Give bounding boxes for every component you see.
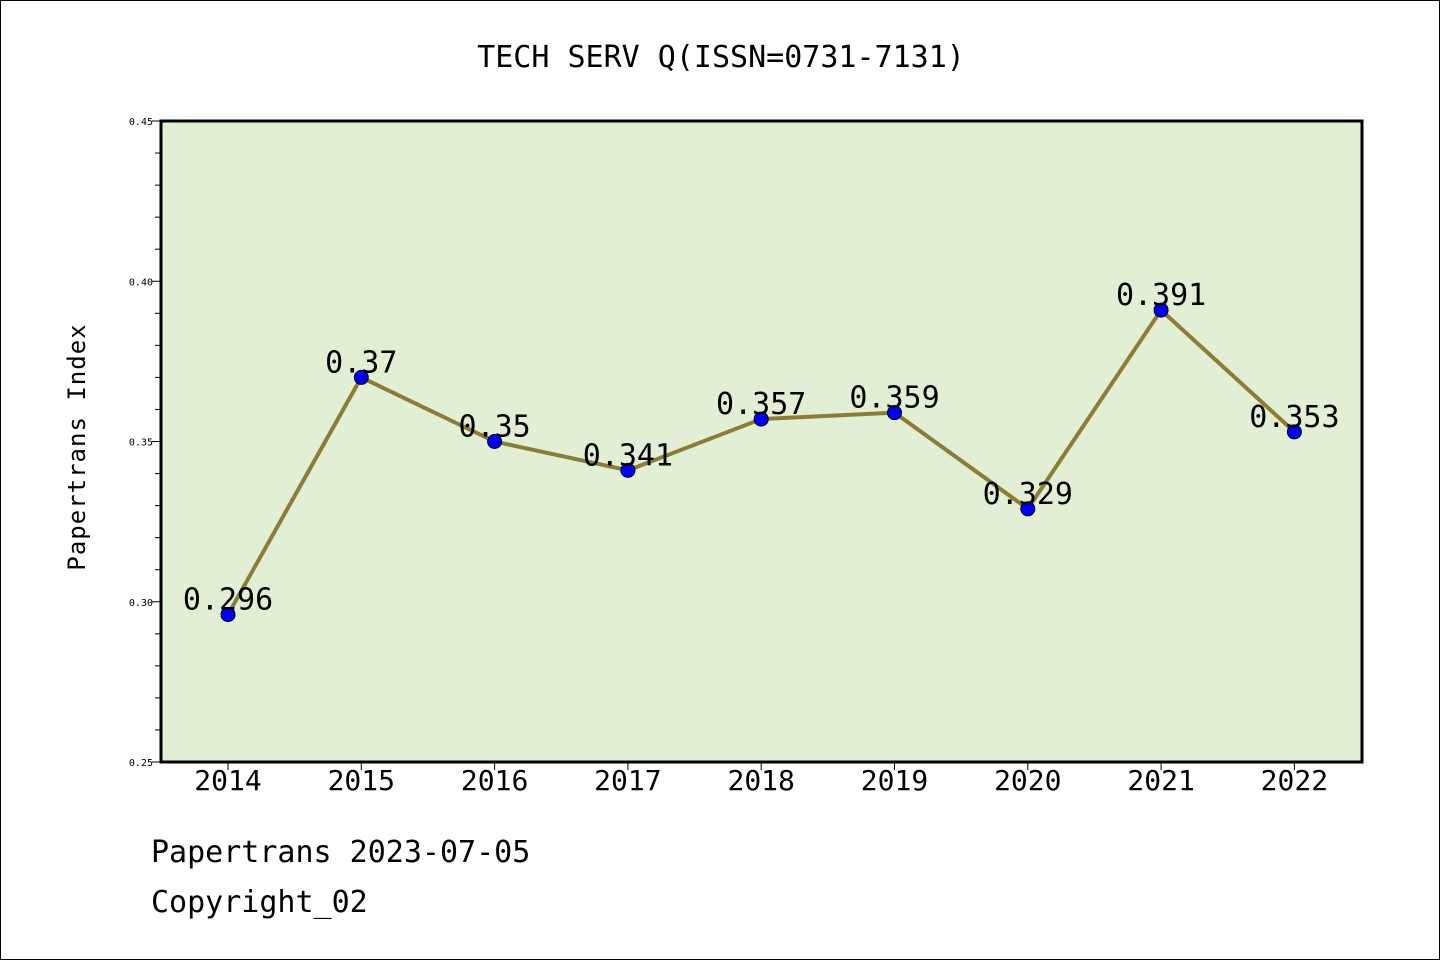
x-tick-label: 2015 xyxy=(328,764,395,797)
series-group: 0.296 0.37 0.35 0.341 0.357 0.359 0.329 0.391 0.… xyxy=(183,278,1340,623)
x-axis-ticks: 2014 2015 2016 2017 2018 2019 2020 2021 2022 xyxy=(194,762,1328,797)
y-tick-label: 0.35 xyxy=(129,438,153,449)
data-point xyxy=(887,405,902,421)
x-tick-label: 2014 xyxy=(194,764,261,797)
data-point xyxy=(753,411,769,427)
x-tick-label: 2018 xyxy=(727,764,794,797)
data-label: 0.353 xyxy=(1249,400,1339,435)
data-label: 0.341 xyxy=(583,438,673,473)
y-axis-label: Papertrans Index xyxy=(63,323,91,570)
data-point xyxy=(220,607,236,623)
x-tick-label: 2017 xyxy=(594,764,661,797)
x-tick-label: 2019 xyxy=(861,764,928,797)
footer-date: Papertrans 2023-07-05 xyxy=(151,835,531,870)
data-label: 0.35 xyxy=(458,410,530,445)
x-tick-label: 2022 xyxy=(1261,764,1328,797)
chart-title: TECH SERV Q(ISSN=0731-7131) xyxy=(477,40,965,75)
data-point xyxy=(1020,501,1036,517)
data-label: 0.357 xyxy=(716,387,806,422)
data-label: 0.37 xyxy=(325,345,397,380)
data-label: 0.329 xyxy=(983,477,1073,512)
data-point xyxy=(487,434,503,449)
data-label: 0.391 xyxy=(1116,278,1206,313)
data-point xyxy=(1153,302,1169,318)
y-axis-ticks: 0.25 0.30 0.35 0.40 0.45 xyxy=(129,117,161,769)
y-tick-label: 0.30 xyxy=(129,598,153,609)
footer-copyright: Copyright_02 xyxy=(151,885,368,920)
x-tick-label: 2021 xyxy=(1127,764,1194,797)
data-point xyxy=(620,462,636,478)
data-point xyxy=(1286,424,1302,440)
y-tick-label: 0.45 xyxy=(129,117,153,128)
data-point xyxy=(353,369,369,385)
data-label: 0.359 xyxy=(849,381,939,416)
data-label: 0.296 xyxy=(183,583,273,618)
x-tick-label: 2016 xyxy=(461,764,528,797)
plot-area xyxy=(159,119,1364,764)
x-tick-label: 2020 xyxy=(994,764,1061,797)
y-tick-label: 0.25 xyxy=(129,758,153,769)
y-tick-label: 0.40 xyxy=(129,277,153,288)
